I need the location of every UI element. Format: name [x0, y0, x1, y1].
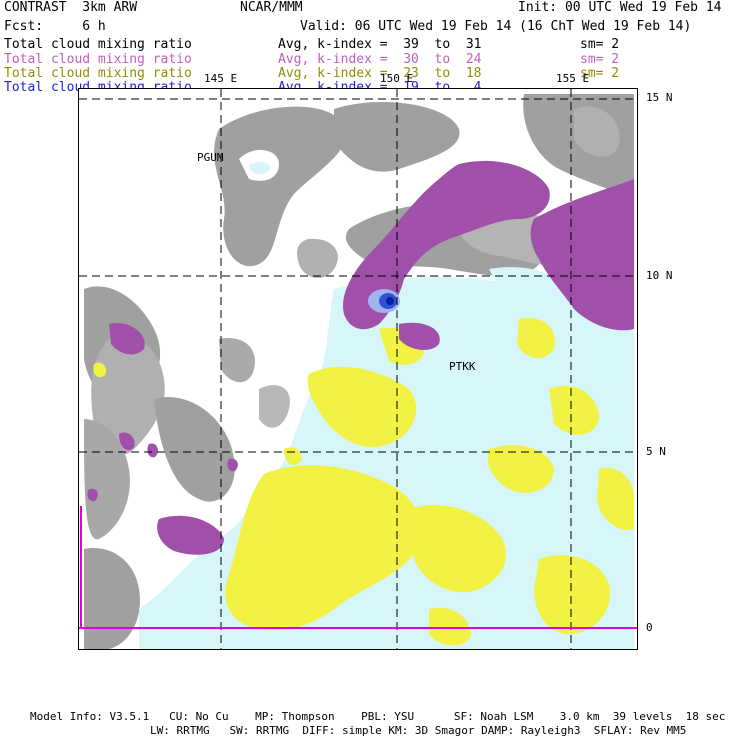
center-label: NCAR/MMM: [240, 0, 303, 15]
lon-label-155: 155 E: [556, 72, 590, 85]
purple-cloud-layer: [87, 160, 634, 555]
model-title: CONTRAST 3km ARW: [4, 0, 138, 15]
legend-sm: sm= 2: [580, 52, 620, 67]
legend-label: Total cloud mixing ratio: [4, 66, 192, 81]
forecast-hour: Fcst: 6 h: [4, 19, 106, 34]
grid-lines: [79, 89, 637, 649]
model-info-line-1: Model Info: V3.5.1 CU: No Cu MP: Thompso…: [30, 710, 726, 723]
lat-label-5n: 5 N: [646, 445, 666, 458]
model-info-line-2: LW: RRTMG SW: RRTMG DIFF: simple KM: 3D …: [150, 724, 687, 737]
lon-label-150: 150 E: [380, 72, 414, 85]
legend-avg: Avg, k-index = 30 to 24: [278, 52, 482, 67]
legend-label: Total cloud mixing ratio: [4, 52, 192, 67]
valid-time: Valid: 06 UTC Wed 19 Feb 14 (16 ChT Wed …: [300, 19, 692, 34]
lat-label-10n: 10 N: [646, 269, 673, 282]
legend-avg: Avg, k-index = 23 to 18: [278, 66, 482, 81]
lat-label-equator: 0: [646, 621, 653, 634]
lat-label-15n: 15 N: [646, 91, 673, 104]
map-panel: PGUM PTKK: [78, 88, 638, 650]
station-pgum: PGUM: [197, 151, 224, 164]
legend-sm: sm= 2: [580, 37, 620, 52]
cloud-field: [79, 89, 637, 649]
init-time: Init: 00 UTC Wed 19 Feb 14: [518, 0, 722, 15]
blue-core-layer: [368, 289, 400, 313]
lon-label-145: 145 E: [204, 72, 238, 85]
yellow-cloud-layer: [93, 207, 634, 646]
legend-label: Total cloud mixing ratio: [4, 37, 192, 52]
legend-avg: Avg, k-index = 39 to 31: [278, 37, 482, 52]
legend-sm: sm= 2: [580, 66, 620, 81]
station-ptkk: PTKK: [449, 360, 476, 373]
